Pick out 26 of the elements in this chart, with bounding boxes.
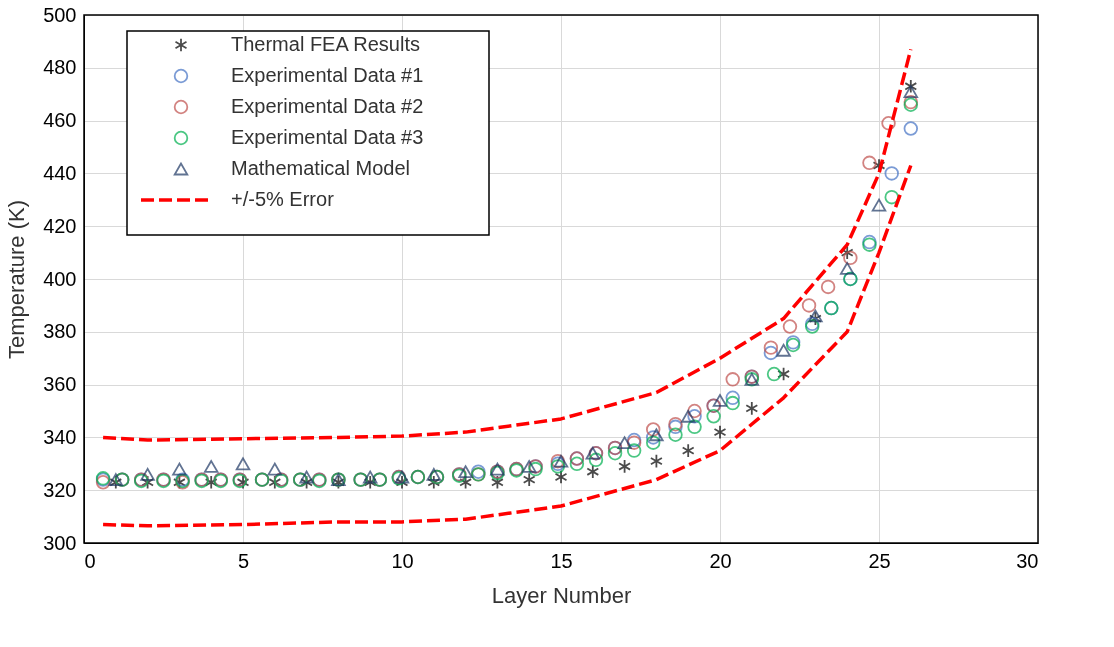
legend-label: Experimental Data #1 — [231, 64, 424, 86]
x-tick-label: 30 — [1016, 549, 1039, 572]
legend-label: Thermal FEA Results — [231, 33, 420, 55]
x-tick-label: 10 — [391, 549, 414, 572]
y-tick-label: 500 — [43, 3, 77, 26]
y-tick-label: 380 — [43, 320, 77, 343]
y-tick-label: 440 — [43, 161, 77, 184]
y-tick-label: 340 — [43, 425, 77, 448]
x-tick-label: 20 — [709, 549, 732, 572]
legend-label: Experimental Data #3 — [231, 126, 424, 148]
y-tick-label: 400 — [43, 267, 77, 290]
y-tick-label: 480 — [43, 56, 77, 79]
legend-label: Experimental Data #2 — [231, 95, 424, 117]
x-tick-label: 25 — [868, 549, 891, 572]
x-axis-title: Layer Number — [491, 582, 632, 608]
y-tick-label: 300 — [43, 531, 77, 554]
y-tick-label: 320 — [43, 478, 77, 501]
y-tick-label: 420 — [43, 214, 77, 237]
legend-label: +/-5% Error — [231, 188, 335, 210]
x-tick-label: 0 — [84, 549, 96, 572]
x-tick-label: 15 — [550, 549, 573, 572]
y-tick-label: 460 — [43, 109, 77, 132]
x-tick-label: 5 — [237, 549, 250, 572]
y-axis-title: Temperature (K) — [4, 200, 30, 359]
legend-label: Mathematical Model — [231, 157, 410, 179]
y-tick-label: 360 — [43, 373, 77, 396]
